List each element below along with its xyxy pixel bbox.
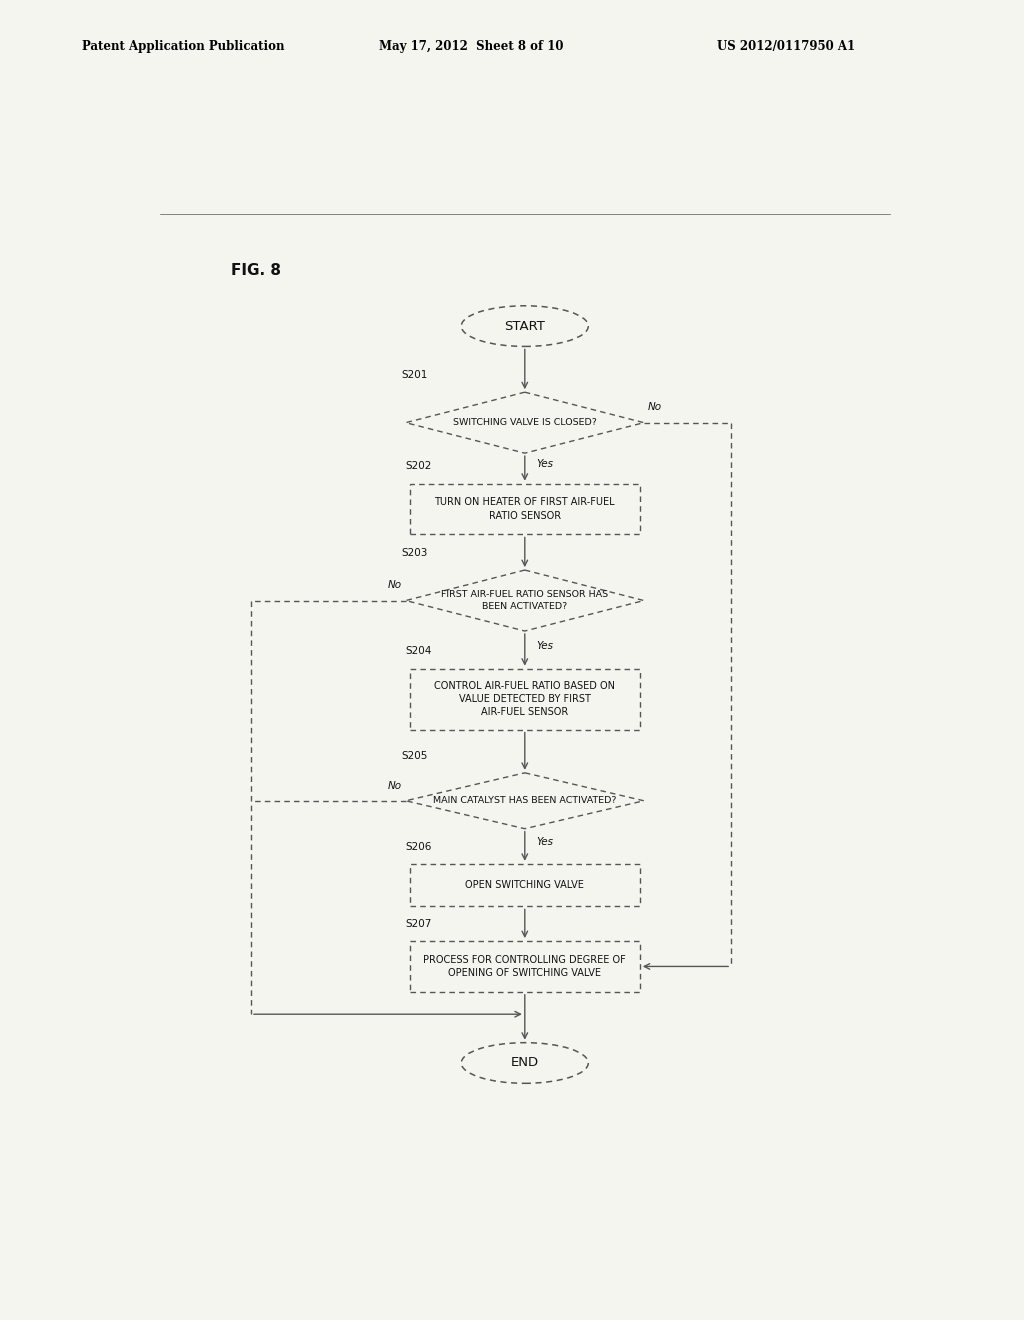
Text: END: END [511, 1056, 539, 1069]
Text: Yes: Yes [537, 459, 554, 470]
Text: US 2012/0117950 A1: US 2012/0117950 A1 [717, 40, 855, 53]
Text: START: START [505, 319, 545, 333]
Text: CONTROL AIR-FUEL RATIO BASED ON
VALUE DETECTED BY FIRST
AIR-FUEL SENSOR: CONTROL AIR-FUEL RATIO BASED ON VALUE DE… [434, 681, 615, 717]
Text: S203: S203 [401, 548, 428, 558]
Text: S202: S202 [406, 462, 432, 471]
Text: Yes: Yes [537, 837, 554, 847]
Text: MAIN CATALYST HAS BEEN ACTIVATED?: MAIN CATALYST HAS BEEN ACTIVATED? [433, 796, 616, 805]
Text: S205: S205 [401, 751, 428, 760]
Text: Yes: Yes [537, 640, 554, 651]
Text: Patent Application Publication: Patent Application Publication [82, 40, 285, 53]
Text: TURN ON HEATER OF FIRST AIR-FUEL
RATIO SENSOR: TURN ON HEATER OF FIRST AIR-FUEL RATIO S… [434, 498, 615, 520]
Text: No: No [648, 403, 662, 412]
Text: PROCESS FOR CONTROLLING DEGREE OF
OPENING OF SWITCHING VALVE: PROCESS FOR CONTROLLING DEGREE OF OPENIN… [424, 954, 626, 978]
Text: S201: S201 [401, 370, 428, 380]
Text: S206: S206 [406, 842, 432, 851]
Text: S207: S207 [406, 919, 432, 929]
Text: May 17, 2012  Sheet 8 of 10: May 17, 2012 Sheet 8 of 10 [379, 40, 563, 53]
Text: No: No [388, 581, 401, 590]
Text: SWITCHING VALVE IS CLOSED?: SWITCHING VALVE IS CLOSED? [453, 418, 597, 428]
Text: FIG. 8: FIG. 8 [231, 263, 282, 277]
Text: S204: S204 [406, 647, 432, 656]
Text: FIRST AIR-FUEL RATIO SENSOR HAS
BEEN ACTIVATED?: FIRST AIR-FUEL RATIO SENSOR HAS BEEN ACT… [441, 590, 608, 611]
Text: OPEN SWITCHING VALVE: OPEN SWITCHING VALVE [465, 880, 585, 890]
Text: No: No [388, 780, 401, 791]
